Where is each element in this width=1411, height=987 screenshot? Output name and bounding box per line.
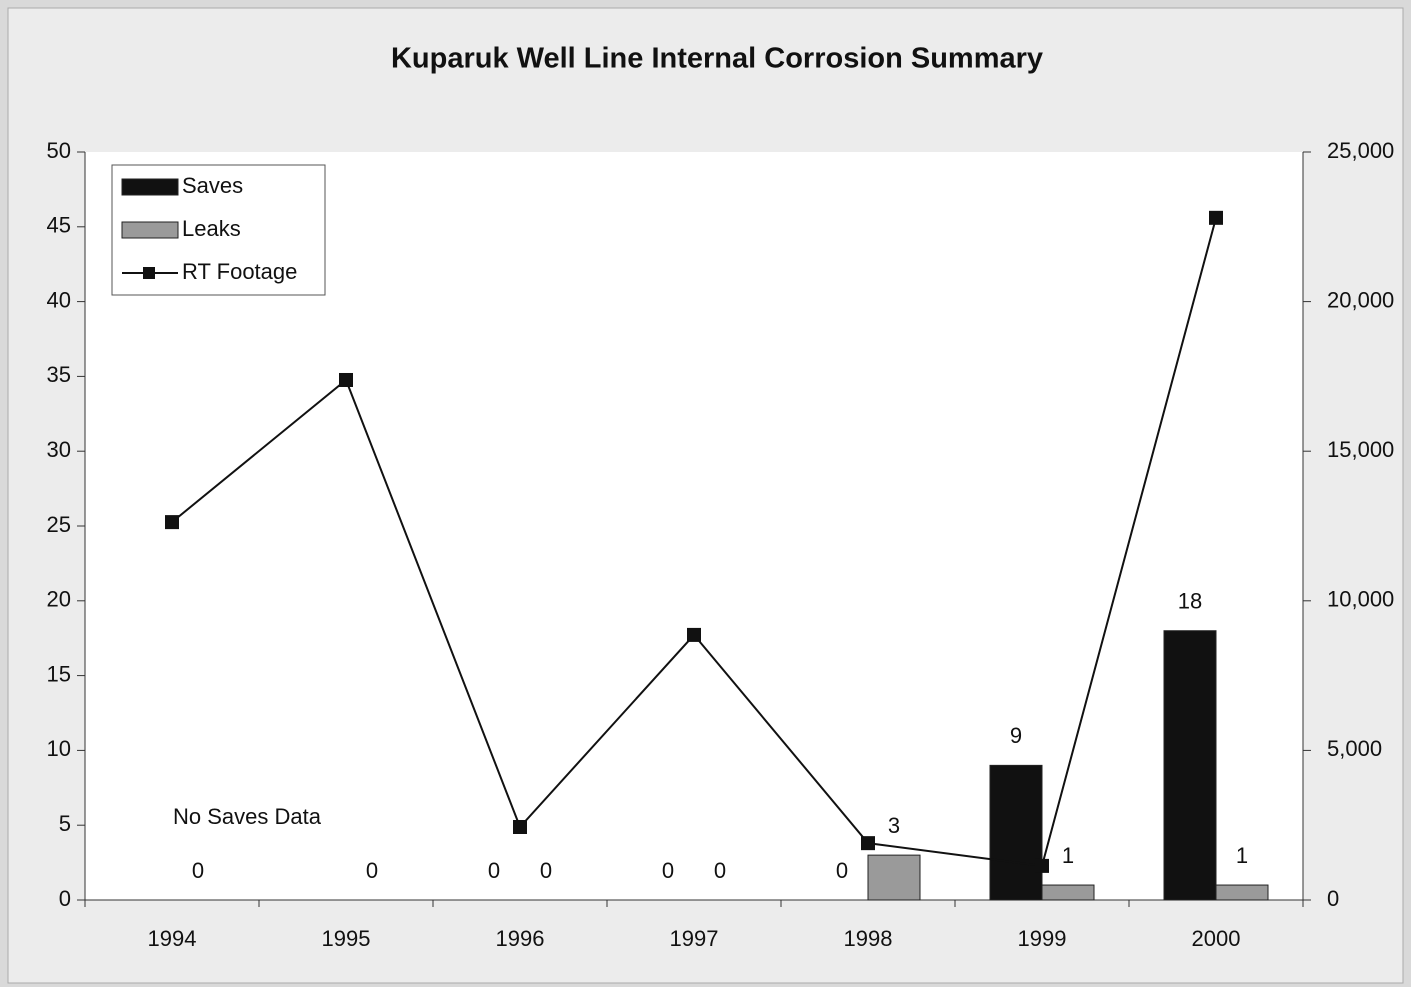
- y-tick-label: 45: [47, 213, 71, 238]
- x-tick-label: 1998: [844, 926, 893, 951]
- value-label: 0: [366, 858, 378, 883]
- legend-swatch: [143, 267, 155, 279]
- bar: [989, 764, 1043, 901]
- legend-swatch: [121, 178, 179, 196]
- y2-tick-label: 25,000: [1327, 138, 1394, 163]
- value-label: 0: [488, 858, 500, 883]
- y-tick-label: 30: [47, 437, 71, 462]
- y-tick-label: 20: [47, 587, 71, 612]
- x-tick-label: 1994: [148, 926, 197, 951]
- y2-tick-label: 10,000: [1327, 587, 1394, 612]
- value-label: 0: [714, 858, 726, 883]
- annotation: No Saves Data: [173, 804, 322, 829]
- y-tick-label: 5: [59, 811, 71, 836]
- value-label: 9: [1010, 723, 1022, 748]
- line-marker: [687, 627, 701, 642]
- line-marker: [1209, 210, 1223, 225]
- x-tick-label: 1997: [670, 926, 719, 951]
- y-tick-label: 35: [47, 362, 71, 387]
- line-marker: [513, 819, 527, 834]
- chart-title: Kuparuk Well Line Internal Corrosion Sum…: [391, 43, 1043, 75]
- x-tick-label: 1996: [496, 926, 545, 951]
- line-marker: [861, 836, 875, 851]
- legend-swatch: [121, 221, 179, 239]
- y-tick-label: 15: [47, 661, 71, 686]
- value-label: 0: [662, 858, 674, 883]
- legend-label: Leaks: [182, 216, 241, 241]
- y-tick-label: 50: [47, 138, 71, 163]
- bar: [1041, 884, 1095, 901]
- y-tick-label: 40: [47, 287, 71, 312]
- value-label: 1: [1062, 843, 1074, 868]
- y2-tick-label: 15,000: [1327, 437, 1394, 462]
- value-label: 1: [1236, 843, 1248, 868]
- line-marker: [165, 515, 179, 530]
- legend-label: RT Footage: [182, 259, 297, 284]
- line-marker: [339, 372, 353, 387]
- value-label: 0: [540, 858, 552, 883]
- x-tick-label: 1999: [1018, 926, 1067, 951]
- value-label: 0: [192, 858, 204, 883]
- value-label: 18: [1178, 589, 1202, 614]
- value-label: 3: [888, 813, 900, 838]
- bar: [867, 854, 921, 901]
- legend-label: Saves: [182, 173, 243, 198]
- x-tick-label: 1995: [322, 926, 371, 951]
- bar: [1163, 630, 1217, 901]
- line-marker: [1035, 858, 1049, 873]
- y-tick-label: 25: [47, 512, 71, 537]
- y2-tick-label: 5,000: [1327, 736, 1382, 761]
- y-tick-label: 10: [47, 736, 71, 761]
- bar: [1215, 884, 1269, 901]
- y2-tick-label: 0: [1327, 886, 1339, 911]
- x-tick-label: 2000: [1192, 926, 1241, 951]
- value-label: 0: [836, 858, 848, 883]
- y-tick-label: 0: [59, 886, 71, 911]
- y2-tick-label: 20,000: [1327, 287, 1394, 312]
